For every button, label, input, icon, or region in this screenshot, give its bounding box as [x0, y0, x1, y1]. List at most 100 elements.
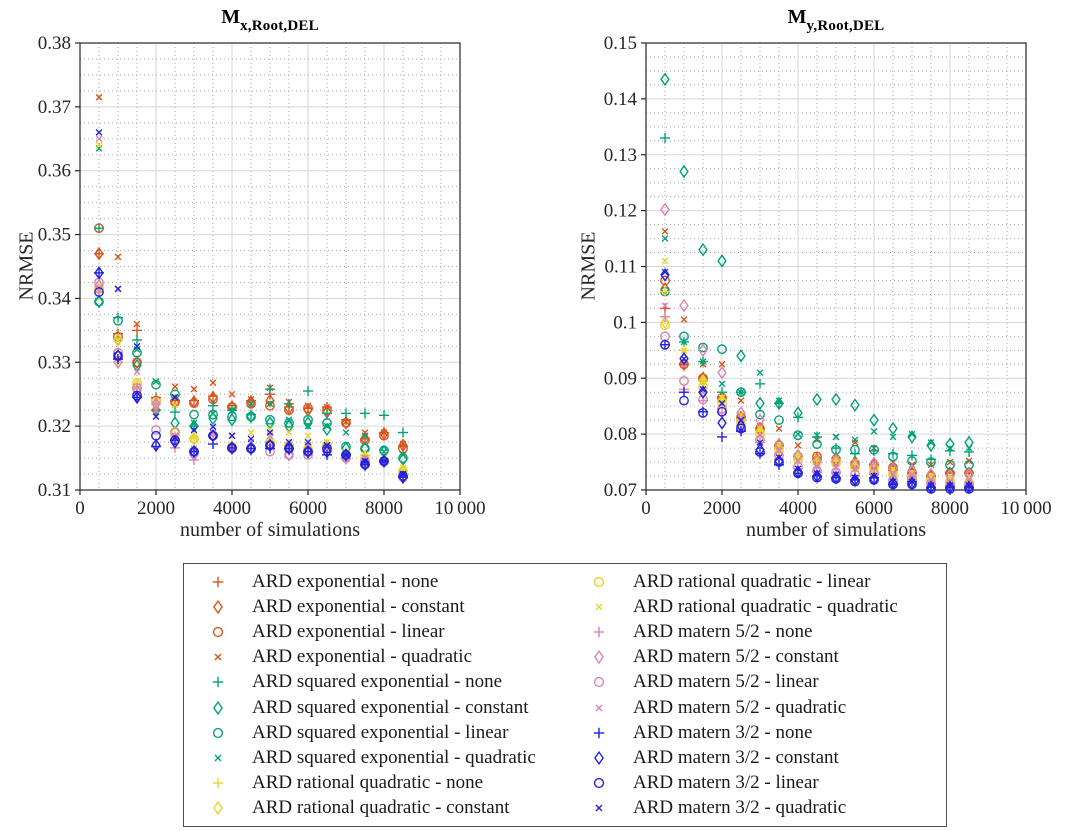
cross-marker-icon	[595, 703, 603, 712]
y-tick-label: 0.31	[38, 480, 71, 501]
series-ard-matern-3-2-quadratic	[661, 268, 973, 489]
y-tick-label: 0.33	[38, 352, 71, 373]
legend-item-label: ARD squared exponential - none	[252, 671, 503, 693]
series-ard-squared-exponential-quadratic	[661, 235, 973, 452]
diamond-marker-icon	[594, 750, 604, 766]
legend-column-1: ARD exponential - none ARD exponential - …	[184, 569, 565, 826]
x-tick-label: 6000	[855, 498, 893, 519]
x-tick-label: 0	[641, 498, 651, 519]
cross-marker-icon	[595, 603, 603, 611]
left-y-axis-label: NRMSE	[15, 231, 38, 301]
plus-marker-icon	[212, 777, 224, 789]
y-tick-label: 0.38	[38, 33, 71, 54]
legend-item-label: ARD exponential - constant	[252, 595, 465, 617]
legend-item-label: ARD rational quadratic - none	[252, 772, 484, 794]
legend-item-ard-matern-3-2-none: ARD matern 3/2 - none	[565, 720, 946, 745]
legend-item-ard-rational-quadratic-none: ARD rational quadratic - none	[184, 771, 565, 796]
legend-item-ard-rational-quadratic-linear: ARD rational quadratic - linear	[565, 569, 946, 594]
legend-item-label: ARD matern 3/2 - constant	[633, 746, 839, 768]
legend-item-ard-matern-3-2-quadratic: ARD matern 3/2 - quadratic	[565, 796, 946, 821]
x-tick-label: 6000	[289, 498, 327, 519]
y-tick-label: 0.37	[38, 97, 71, 118]
legend-item-label: ARD matern 5/2 - constant	[633, 646, 839, 668]
legend-item-label: ARD matern 5/2 - quadratic	[633, 696, 847, 718]
circle-marker-icon	[212, 727, 224, 738]
my-root-del-plot: 0 2000 4000 6000 8000 10 000 0.07 0.08 0.09 0.1 0.…	[604, 33, 1052, 519]
major-grid	[646, 43, 1026, 490]
legend-item-label: ARD squared exponential - quadratic	[252, 746, 536, 768]
legend-item-label: ARD rational quadratic - linear	[633, 570, 871, 592]
legend-item-label: ARD exponential - none	[252, 570, 439, 592]
x-tick-label: 10 000	[434, 498, 485, 519]
axis-ticks	[75, 42, 461, 495]
circle-marker-icon	[593, 777, 605, 789]
series-ard-squared-exponential-linear	[94, 296, 408, 463]
cross-marker-icon	[214, 653, 222, 661]
x-tick-label: 10 000	[1000, 498, 1051, 519]
axis-ticks	[641, 42, 1027, 495]
legend-item-ard-exponential-none: ARD exponential - none	[184, 569, 565, 594]
circle-marker-icon	[593, 576, 605, 587]
legend-item-label: ARD matern 3/2 - quadratic	[633, 797, 847, 819]
minor-grid	[646, 43, 1026, 490]
legend-item-label: ARD matern 3/2 - none	[633, 721, 813, 743]
x-tick-label: 4000	[779, 498, 817, 519]
x-tick-label: 8000	[931, 498, 969, 519]
y-tick-label: 0.14	[604, 89, 638, 110]
plus-marker-icon	[593, 626, 605, 638]
y-tick-label: 0.11	[604, 257, 637, 278]
y-tick-label: 0.35	[38, 225, 71, 246]
legend-item-label: ARD exponential - quadratic	[252, 646, 473, 668]
y-tick-label: 0.1	[613, 312, 637, 333]
x-tick-label: 2000	[703, 498, 741, 519]
right-x-axis-label: number of simulations	[746, 519, 926, 541]
series-ard-matern-3-2-quadratic	[95, 129, 407, 478]
x-tick-label: 4000	[213, 498, 251, 519]
left-x-axis-label: number of simulations	[180, 519, 360, 541]
legend: ARD exponential - none ARD exponential - …	[183, 563, 947, 827]
x-tick-label: 8000	[365, 498, 403, 519]
legend-item-ard-exponential-constant: ARD exponential - constant	[184, 594, 565, 619]
legend-item-ard-squared-exponential-linear: ARD squared exponential - linear	[184, 720, 565, 745]
y-tick-label: 0.12	[604, 201, 637, 222]
axis-tick-labels: 0 2000 4000 6000 8000 10 000 0.31 0.32 0.33 0.34 0…	[38, 33, 486, 519]
legend-item-label: ARD matern 5/2 - linear	[633, 671, 819, 693]
legend-item-label: ARD matern 3/2 - linear	[633, 772, 819, 794]
series-ard-squared-exponential-constant	[660, 72, 974, 453]
legend-item-ard-matern-5-2-quadratic: ARD matern 5/2 - quadratic	[565, 695, 946, 720]
diamond-marker-icon	[213, 599, 223, 614]
legend-item-label: ARD rational quadratic - quadratic	[633, 595, 898, 617]
right-plot-title: My,Root,DEL	[646, 6, 1026, 40]
legend-item-ard-exponential-linear: ARD exponential - linear	[184, 619, 565, 644]
circle-marker-icon	[212, 626, 224, 638]
y-tick-label: 0.36	[38, 161, 71, 182]
y-tick-label: 0.07	[604, 480, 637, 501]
legend-column-2: ARD rational quadratic - linear ARD ratio…	[565, 569, 946, 826]
left-plot-title: Mx,Root,DEL	[80, 6, 460, 40]
x-tick-label: 0	[75, 498, 85, 519]
legend-item-ard-matern-5-2-constant: ARD matern 5/2 - constant	[565, 645, 946, 670]
y-tick-label: 0.32	[38, 416, 71, 437]
legend-item-label: ARD exponential - linear	[252, 620, 445, 642]
series-ard-matern-3-2-linear	[94, 287, 408, 481]
axis-tick-labels: 0 2000 4000 6000 8000 10 000 0.07 0.08 0.09 0.1 0.…	[604, 33, 1052, 519]
y-tick-label: 0.15	[604, 33, 637, 54]
mx-root-del-plot: 0 2000 4000 6000 8000 10 000 0.31 0.32 0.33 0.34 0…	[38, 33, 486, 519]
diamond-marker-icon	[213, 801, 223, 816]
right-title-main: M	[787, 6, 807, 28]
left-title-main: M	[221, 6, 241, 28]
axes-box	[79, 42, 461, 491]
legend-item-ard-matern-3-2-constant: ARD matern 3/2 - constant	[565, 745, 946, 770]
legend-item-label: ARD squared exponential - constant	[252, 696, 529, 718]
plus-marker-icon	[212, 576, 224, 587]
legend-item-ard-exponential-quadratic: ARD exponential - quadratic	[184, 645, 565, 670]
y-tick-label: 0.34	[38, 288, 72, 309]
right-title-subscript: y,Root,DEL	[806, 18, 885, 34]
y-tick-label: 0.09	[604, 368, 637, 389]
left-title-subscript: x,Root,DEL	[240, 18, 319, 34]
minor-grid	[80, 43, 460, 490]
legend-item-ard-squared-exponential-none: ARD squared exponential - none	[184, 670, 565, 695]
diamond-marker-icon	[213, 700, 223, 715]
circle-marker-icon	[593, 677, 605, 688]
